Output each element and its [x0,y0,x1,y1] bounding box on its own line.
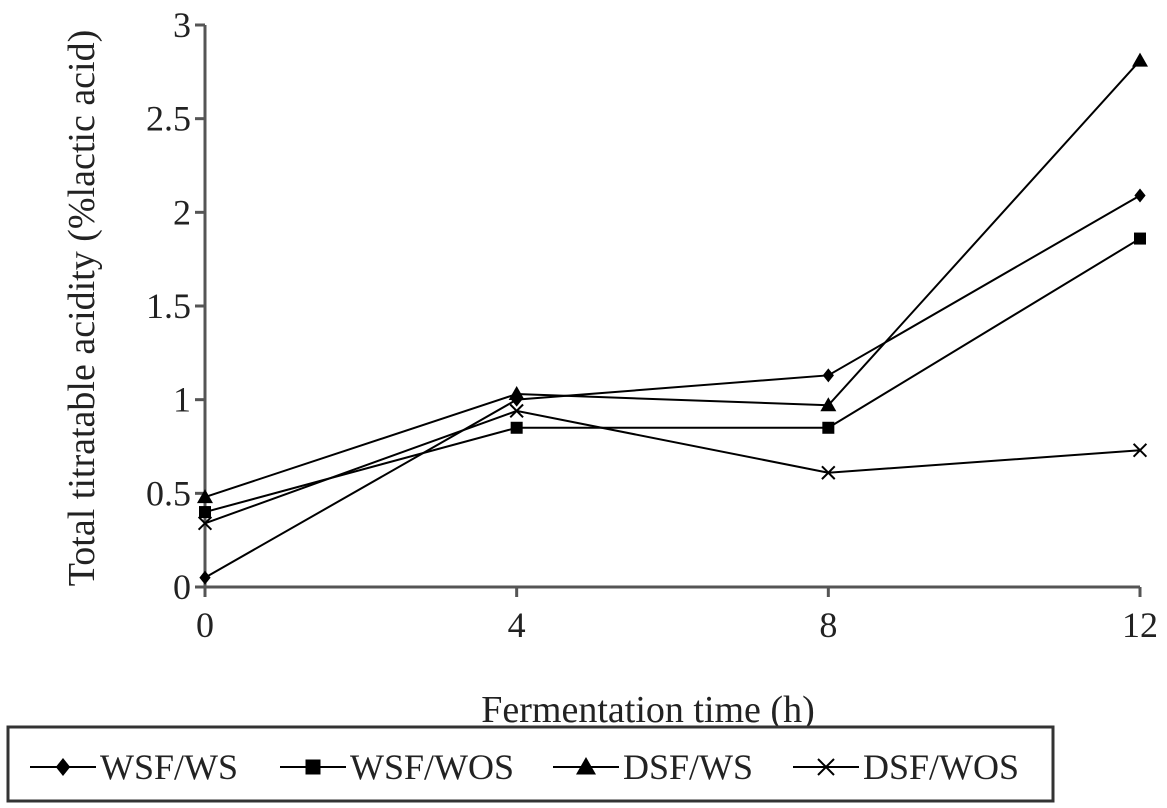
legend-marker [55,758,71,776]
legend-label: DSF/WS [623,747,753,787]
y-tick-label: 1 [173,380,191,420]
series-layer [197,52,1148,585]
y-tick-label: 3 [173,5,191,45]
data-point [822,421,835,434]
data-point [1132,52,1148,67]
legend: WSF/WS WSF/WOS DSF/WS DSF/WOS [6,725,1055,803]
data-point [1132,443,1148,458]
x-tick-label: 4 [508,605,526,645]
legend-marker [576,757,596,775]
series-dsf-wos [197,403,1148,531]
y-tick-label: 2 [173,192,191,232]
legend-item: WSF/WS [30,747,238,787]
data-point [1134,188,1146,203]
x-tick-label: 12 [1122,605,1158,645]
series-line [204,194,1141,579]
axes: 0 0.5 1 1.5 2 2.5 3 0 4 8 12 [146,5,1158,645]
legend-marker [305,759,321,775]
y-tick-label: 0 [173,567,191,607]
data-point [509,403,524,419]
data-point-stroke-b [197,516,213,531]
data-point [199,570,211,585]
series-line [204,237,1141,514]
series-dsf-ws [197,52,1148,504]
data-point [820,397,837,412]
legend-item: WSF/WOS [280,747,514,787]
legend-box [6,725,1055,803]
legend-item: DSF/WS [553,747,753,787]
data-point [197,516,213,531]
data-point-stroke-b [1132,443,1148,458]
data-point [1134,232,1146,245]
x-tick-label: 0 [196,605,214,645]
legend-marker-stroke-b [817,758,835,776]
data-point [822,368,834,383]
series-wsf-ws [199,188,1146,585]
series-wsf-wos [199,232,1146,519]
legend-item: DSF/WOS [793,747,1019,787]
data-point [199,506,211,519]
data-point [510,421,523,434]
legend-label: DSF/WOS [863,747,1019,787]
legend-label: WSF/WS [100,747,238,787]
x-tick-label: 8 [819,605,837,645]
series-line [204,59,1141,499]
y-tick-label: 0.5 [146,473,191,513]
legend-label: WSF/WOS [350,747,514,787]
y-tick-label: 1.5 [146,286,191,326]
y-axis-title: Total titratable acidity (%lactic acid) [61,30,103,587]
series-line [204,409,1141,525]
y-tick-label: 2.5 [146,99,191,139]
data-point [197,489,213,504]
x-axis-title: Fermentation time (h) [481,689,814,731]
data-point-stroke-b [509,403,524,419]
data-point-stroke-b [821,465,836,480]
data-point [821,465,836,480]
legend-marker [817,758,835,776]
data-point [508,386,525,401]
